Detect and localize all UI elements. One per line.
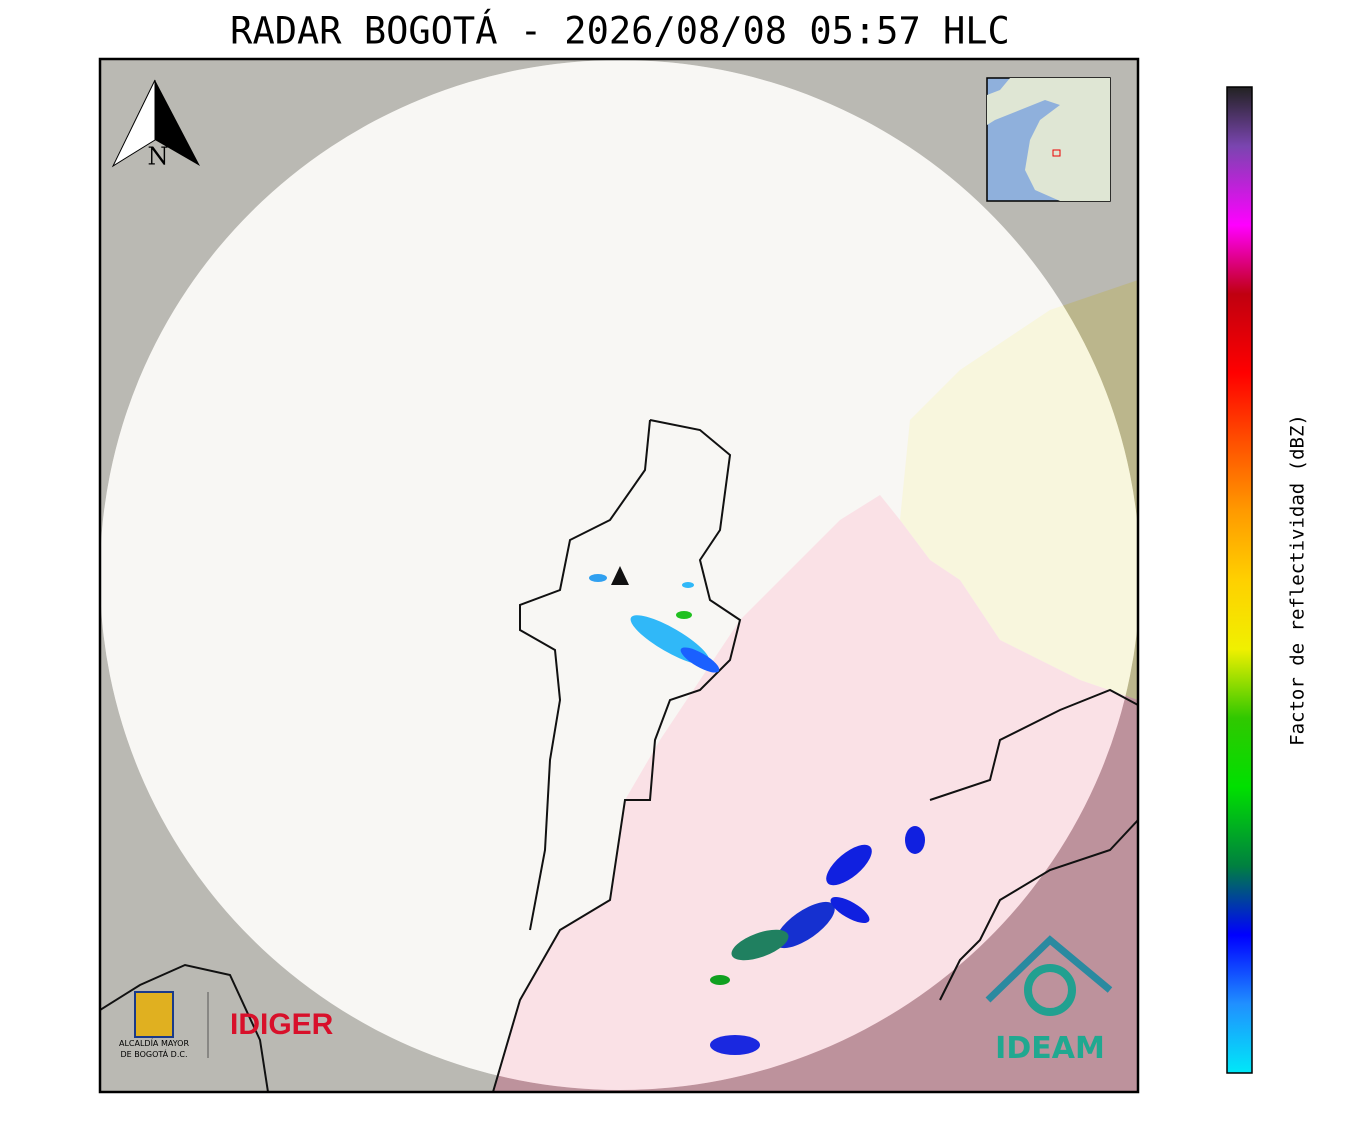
north-arrow: N xyxy=(111,79,200,171)
logos: ALCALDÍA MAYOR DE BOGOTÁ D.C. IDIGER IDE… xyxy=(119,935,1113,1066)
title: RADAR BOGOTÁ - 2026/08/08 05:57 HLC xyxy=(230,9,1010,53)
logo-text: IDIGER xyxy=(230,1008,334,1041)
inset-map xyxy=(986,77,1111,202)
colorbar xyxy=(1226,86,1253,1074)
logo-text: IDEAM xyxy=(995,1031,1105,1066)
logo-text: DE BOGOTÁ D.C. xyxy=(120,1048,187,1059)
map-frame xyxy=(98,57,1140,1094)
logo-text: ALCALDÍA MAYOR xyxy=(119,1037,189,1048)
map: N ALCALDÍA MAYOR DE BOGOTÁ D.C. IDIGER I… xyxy=(100,59,1138,1092)
north-label: N xyxy=(148,143,169,171)
radar-echoes xyxy=(589,574,925,1055)
colorbar-label: Factor de reflectividad (dBZ) xyxy=(1287,414,1309,746)
